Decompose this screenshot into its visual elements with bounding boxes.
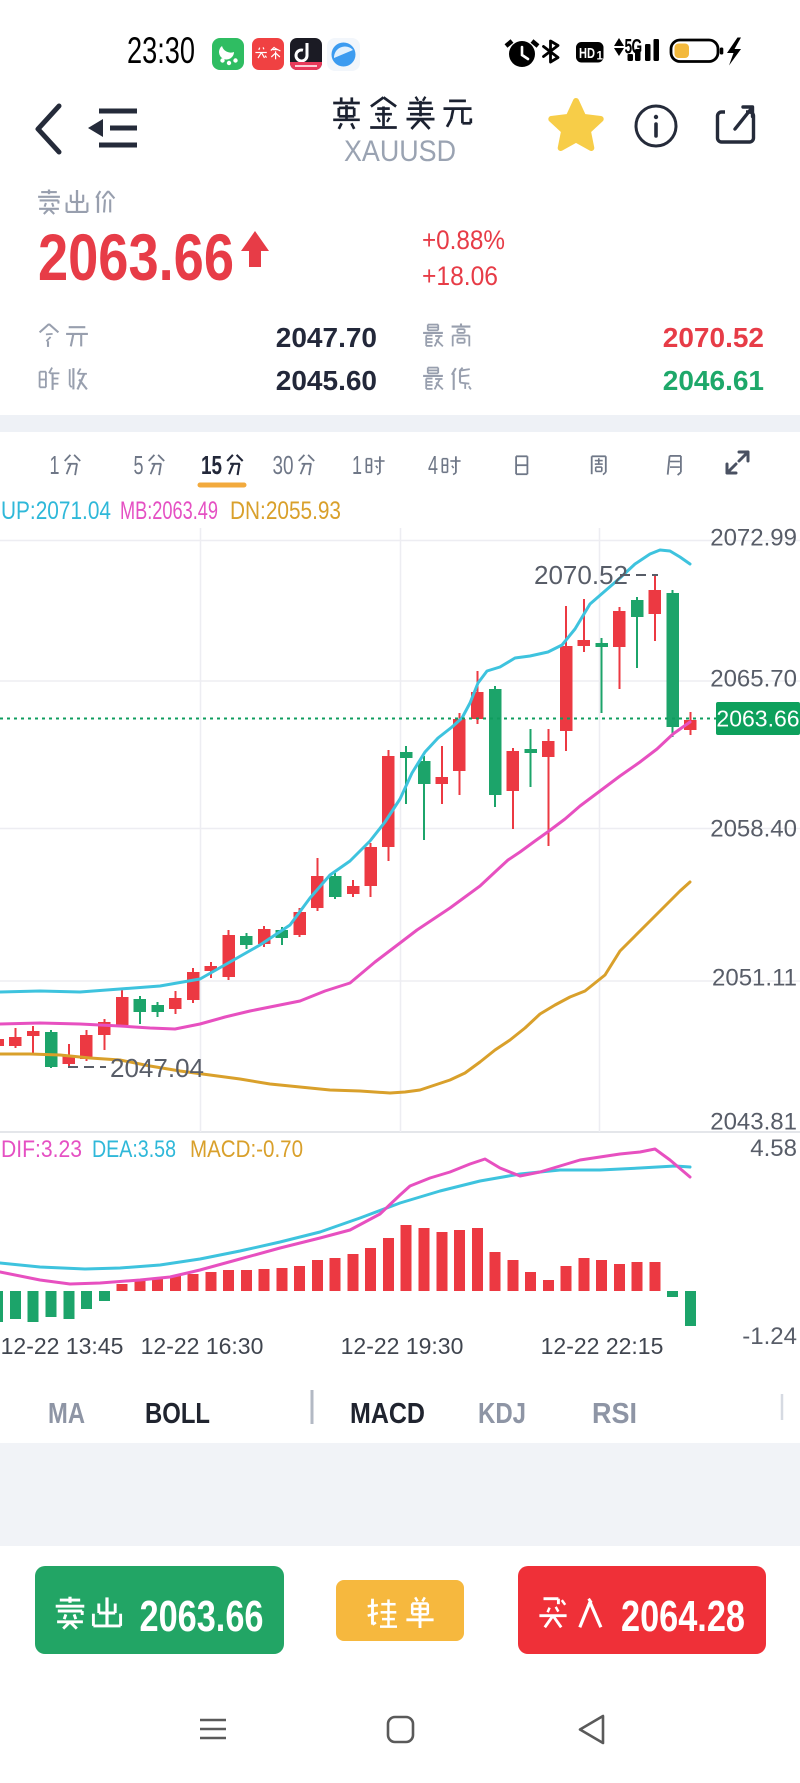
- svg-text:MACD: MACD: [350, 1398, 425, 1430]
- svg-text:2043.81: 2043.81: [710, 1109, 797, 1136]
- svg-text:2065.70: 2065.70: [710, 666, 797, 693]
- svg-text:1: 1: [352, 450, 362, 480]
- svg-text:2051.11: 2051.11: [712, 965, 797, 992]
- svg-text:12-22 19:30: 12-22 19:30: [341, 1333, 464, 1359]
- svg-text:2045.60: 2045.60: [276, 365, 377, 396]
- svg-text:HD: HD: [579, 46, 595, 62]
- svg-text:4: 4: [428, 450, 438, 480]
- svg-text:XAUUSD: XAUUSD: [344, 135, 456, 168]
- svg-text:12-22 13:45: 12-22 13:45: [1, 1333, 124, 1359]
- svg-text:2063.66: 2063.66: [38, 220, 234, 294]
- svg-text:-1.24: -1.24: [742, 1323, 797, 1350]
- svg-text:12-22 22:15: 12-22 22:15: [541, 1333, 664, 1359]
- svg-text:2070.52: 2070.52: [663, 322, 764, 353]
- svg-text:2046.61: 2046.61: [663, 365, 764, 396]
- svg-text:DIF:3.23: DIF:3.23: [1, 1136, 82, 1163]
- svg-text:MB:2063.49: MB:2063.49: [120, 497, 218, 525]
- svg-text:BOLL: BOLL: [145, 1398, 210, 1430]
- svg-text:+18.06: +18.06: [422, 261, 498, 291]
- svg-text:+0.88%: +0.88%: [422, 225, 505, 255]
- svg-text:12-22 16:30: 12-22 16:30: [141, 1333, 264, 1359]
- svg-text:30: 30: [273, 450, 294, 480]
- svg-text:5: 5: [134, 450, 144, 480]
- svg-text:4.58: 4.58: [750, 1135, 797, 1162]
- svg-text:2063.66: 2063.66: [140, 1592, 264, 1641]
- svg-text:2058.40: 2058.40: [710, 816, 797, 843]
- svg-text:1: 1: [50, 450, 60, 480]
- svg-text:MA: MA: [48, 1398, 85, 1430]
- svg-text:2064.28: 2064.28: [621, 1592, 745, 1641]
- svg-text:1: 1: [597, 51, 604, 63]
- svg-text:2063.66: 2063.66: [716, 706, 799, 732]
- svg-text:UP:2071.04: UP:2071.04: [1, 497, 111, 525]
- svg-text:2072.99: 2072.99: [710, 525, 797, 552]
- svg-text:MACD:-0.70: MACD:-0.70: [190, 1136, 303, 1163]
- svg-text:2047.70: 2047.70: [276, 322, 377, 353]
- svg-text:2070.52: 2070.52: [534, 560, 628, 590]
- svg-text:DEA:3.58: DEA:3.58: [92, 1136, 176, 1163]
- svg-text:23:30: 23:30: [127, 30, 195, 71]
- svg-text:RSI: RSI: [592, 1398, 637, 1430]
- svg-text:2047.04: 2047.04: [110, 1053, 204, 1083]
- svg-text:KDJ: KDJ: [478, 1398, 526, 1430]
- svg-text:15: 15: [201, 450, 222, 480]
- svg-text:DN:2055.93: DN:2055.93: [230, 497, 341, 525]
